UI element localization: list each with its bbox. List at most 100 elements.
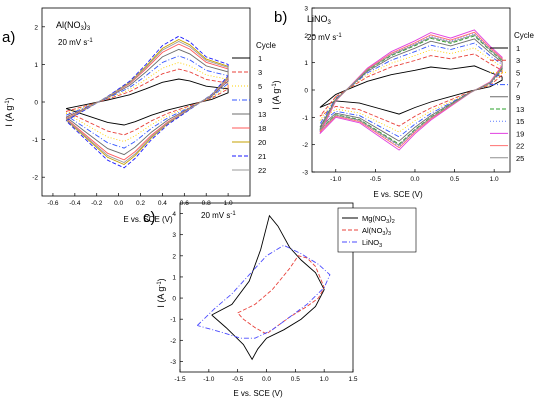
panel-a-y-axis-label: I (A g-1) — [4, 97, 14, 126]
panel-c-x-tick-label: 0.5 — [291, 376, 300, 383]
panel-b-legend-title: Cycle — [514, 31, 535, 40]
panel-b-series-9 — [319, 38, 503, 142]
panel-b-x-axis-label: E vs. SCE (V) — [373, 190, 423, 199]
panel-b-legend-label: 15 — [516, 117, 524, 126]
svg-text:Al(NO3)3: Al(NO3)3 — [56, 20, 91, 32]
panel-b-electrolyte-label: LiNO3 — [307, 14, 332, 26]
panel-a-x-tick-label: 0.2 — [136, 200, 145, 207]
panel-b-plot-frame — [311, 7, 511, 173]
panel-a-y-tick-label: 2 — [34, 24, 38, 31]
panel-a-legend-label: 9 — [258, 96, 262, 105]
panel-a-plot-frame — [41, 7, 251, 197]
panel-b-x-tick-label: 1.0 — [490, 176, 499, 183]
panel-a-x-tick-label: -0.6 — [47, 200, 59, 207]
panel-a-x-axis-label: E vs. SCE (V) — [123, 215, 173, 224]
panel-a-series-5 — [65, 62, 229, 142]
panel-c-y-tick-label: 4 — [172, 211, 176, 218]
panel-b-scanrate-label: 20 mV s-1 — [307, 33, 342, 42]
panel-b-y-tick-label: -2 — [302, 142, 308, 149]
panel-a-x-tick-label: -0.4 — [69, 200, 81, 207]
panel-c-legend-label: LiNO3 — [362, 238, 382, 249]
panel-a: a) Al(NO3)3 20 mV s-1 I (A g-1) E vs. SC… — [2, 7, 277, 224]
panel-b-y-tick-label: 1 — [304, 60, 308, 67]
panel-b-x-tick-label: -1.0 — [330, 176, 342, 183]
panel-c-series-1 — [237, 255, 325, 335]
panel-a-x-tick-label: 0.4 — [158, 200, 167, 207]
panel-b-legend-label: 3 — [516, 56, 520, 65]
panel-a-legend-label: 21 — [258, 152, 266, 161]
panel-a-scanrate-label: 20 mV s-1 — [58, 38, 93, 47]
panel-b-series-25 — [319, 34, 503, 146]
svg-text:I (A g-1): I (A g-1) — [4, 97, 14, 126]
panel-c-series-2 — [196, 244, 331, 339]
panel-a-x-tick-label: 0.8 — [202, 200, 211, 207]
panel-b-y-tick-label: 3 — [304, 6, 308, 13]
panel-b-series-1 — [319, 65, 503, 115]
panel-a-x-tick-label: 0.6 — [180, 200, 189, 207]
panel-c-y-tick-label: 0 — [172, 296, 176, 303]
panel-b-series-3 — [319, 53, 503, 127]
svg-text:LiNO3: LiNO3 — [307, 14, 332, 26]
panel-c-x-tick-label: 1.5 — [348, 376, 357, 383]
panel-b-legend-label: 22 — [516, 142, 524, 151]
panel-b-y-tick-label: 0 — [304, 88, 308, 95]
svg-text:I (A g-1): I (A g-1) — [271, 80, 281, 109]
panel-a-label: a) — [2, 29, 15, 46]
panel-a-legend-label: 5 — [258, 82, 262, 91]
panel-a-series-9 — [65, 55, 229, 149]
panel-b-y-tick-label: -3 — [302, 170, 308, 177]
panel-b-x-tick-label: 0.0 — [410, 176, 419, 183]
panel-a-y-tick-label: 0 — [34, 100, 38, 107]
panel-c-y-tick-label: 3 — [172, 232, 176, 239]
panel-a-legend-label: 3 — [258, 68, 262, 77]
panel-b-legend-label: 19 — [516, 129, 524, 138]
panel-a-legend-label: 1 — [258, 54, 262, 63]
panel-b-y-tick-label: -1 — [302, 115, 308, 122]
panel-c-y-tick-label: 2 — [172, 253, 176, 260]
panel-a-legend-label: 20 — [258, 138, 266, 147]
panel-a-x-tick-label: 0.0 — [114, 200, 123, 207]
panel-b-y-tick-label: 2 — [304, 33, 308, 40]
panel-b-x-tick-label: 0.5 — [450, 176, 459, 183]
panel-b-legend-label: 7 — [516, 81, 520, 90]
panel-a-legend-label: 22 — [258, 166, 266, 175]
panel-b-series-5 — [319, 47, 503, 133]
panel-c-legend-label: Mg(NO3)2 — [362, 214, 395, 225]
panel-b-legend-label: 9 — [516, 93, 520, 102]
panel-a-x-tick-label: 1.0 — [224, 200, 233, 207]
panel-c-y-tick-label: -3 — [170, 359, 176, 366]
svg-text:20 mV s-1: 20 mV s-1 — [201, 211, 236, 220]
panel-c-y-axis-label: I (A g-1) — [156, 278, 166, 307]
panel-c-x-tick-label: 0.0 — [262, 376, 271, 383]
panel-b-x-tick-label: -0.5 — [370, 176, 382, 183]
panel-c: c) 20 mV s-1 I (A g-1) E vs. SCE (V) -1.… — [143, 202, 417, 398]
panel-c-scanrate-label: 20 mV s-1 — [201, 211, 236, 220]
panel-a-series-22 — [65, 40, 229, 164]
panel-a-legend-title: Cycle — [256, 41, 277, 50]
panel-a-legend-label: 18 — [258, 124, 266, 133]
panel-c-x-axis-label: E vs. SCE (V) — [233, 389, 283, 398]
panel-a-series-3 — [65, 68, 229, 136]
panel-b-legend-label: 25 — [516, 154, 524, 163]
svg-text:I (A g-1): I (A g-1) — [156, 278, 166, 307]
panel-b-legend-label: 5 — [516, 68, 520, 77]
panel-c-x-tick-label: -0.5 — [232, 376, 244, 383]
panel-c-x-tick-label: 1.0 — [320, 376, 329, 383]
panel-b: b) LiNO3 20 mV s-1 I (A g-1) E vs. SCE (… — [271, 6, 535, 200]
panel-c-legend-label: Al(NO3)3 — [362, 226, 391, 237]
panel-c-y-tick-label: -1 — [170, 317, 176, 324]
panel-a-legend-label: 13 — [258, 110, 266, 119]
svg-text:20 mV s-1: 20 mV s-1 — [307, 33, 342, 42]
panel-a-x-tick-label: -0.2 — [91, 200, 103, 207]
panel-a-series-21 — [65, 35, 229, 169]
panel-c-x-tick-label: -1.0 — [203, 376, 215, 383]
panel-b-series-7 — [319, 42, 503, 138]
panel-b-label: b) — [274, 9, 287, 26]
panel-b-y-axis-label: I (A g-1) — [271, 80, 281, 109]
panel-c-y-tick-label: -2 — [170, 338, 176, 345]
svg-text:20 mV s-1: 20 mV s-1 — [58, 38, 93, 47]
panel-c-x-tick-label: -1.5 — [174, 376, 186, 383]
panel-c-y-tick-label: 1 — [172, 274, 176, 281]
panel-b-legend-label: 1 — [516, 44, 520, 53]
